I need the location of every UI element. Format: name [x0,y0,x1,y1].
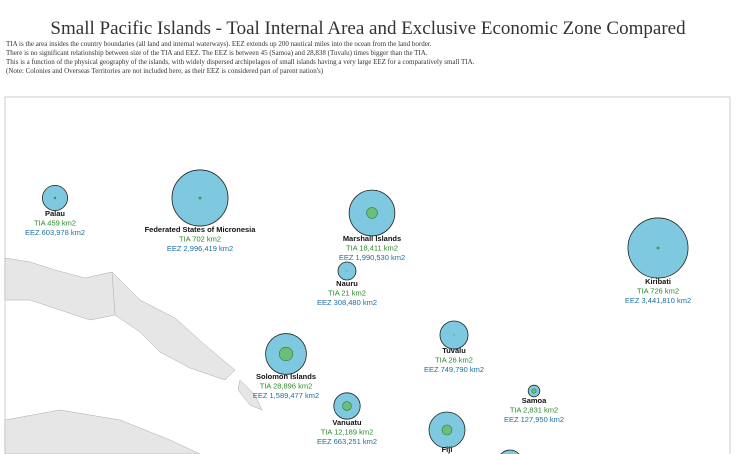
eez-label: EEZ 663,251 km2 [317,437,377,446]
island-tia [198,196,202,200]
island-name: Tuvalu [442,346,466,355]
land [4,409,201,454]
map-frame [4,96,731,454]
description: (Note: Colonies and Overseas Territories… [6,67,324,75]
eez-label: EEZ 308,480 km2 [317,298,377,307]
tia-label: TIA 12,189 km2 [321,428,374,437]
island-name: Vanuatu [332,418,362,427]
tia-label: TIA 459 km2 [34,219,76,228]
tia-label: TIA 28,896 km2 [260,382,313,391]
island-tia [531,388,537,394]
description: TIA is the area insides the country boun… [6,40,432,48]
tia-label: TIA 2,831 km2 [510,406,558,415]
island-eez [500,449,520,454]
island-tia [53,196,57,200]
island-tia [366,207,378,219]
eez-label: EEZ 603,978 km2 [25,228,85,237]
title: Small Pacific Islands - Toal Internal Ar… [50,18,686,39]
land [4,257,236,381]
description: This is a function of the physical geogr… [6,58,475,66]
island-name: Marshall Islands [343,234,401,243]
island-name: Kiribati [645,277,671,286]
island-tia [278,346,294,362]
island-name: Palau [45,209,65,218]
island-name: Federated States of Micronesia [145,225,257,234]
land [237,379,263,411]
eez-label: EEZ 1,990,530 km2 [339,253,405,262]
island-name: Samoa [522,396,547,405]
island-tia [441,424,453,436]
border [111,271,116,316]
tia-label: TIA 21 km2 [328,289,366,298]
tia-label: TIA 702 km2 [179,235,221,244]
description: There is no significant relationship bet… [6,49,428,57]
tia-label: TIA 26 km2 [435,356,473,365]
map [4,96,731,454]
tia-label: TIA 18,411 km2 [346,244,398,253]
island-name: Fiji [442,445,453,454]
eez-label: EEZ 749,790 km2 [424,365,484,374]
eez-label: EEZ 2,996,419 km2 [167,244,233,253]
tia-label: TIA 726 km2 [637,287,679,296]
island-name: Nauru [336,279,358,288]
island-name: Solomon Islands [256,372,316,381]
island-tia [656,246,660,250]
eez-label: EEZ 1,589,477 km2 [253,391,319,400]
island-tia [342,401,352,411]
eez-label: EEZ 3,441,810 km2 [625,296,691,305]
eez-label: EEZ 127,950 km2 [504,415,564,424]
